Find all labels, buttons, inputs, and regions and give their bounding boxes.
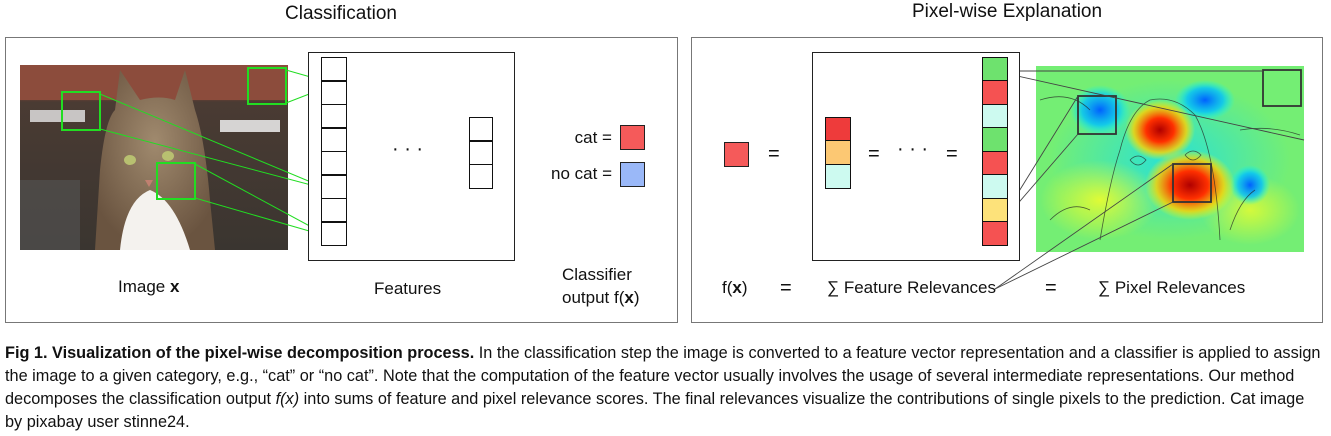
relevance-cell bbox=[825, 163, 851, 189]
image-label: Image x bbox=[118, 277, 179, 297]
feature-cell bbox=[321, 80, 347, 105]
relevance-cell bbox=[982, 80, 1008, 105]
explanation-title: Pixel-wise Explanation bbox=[911, 1, 1103, 22]
caption-formula: f(x) bbox=[275, 390, 300, 408]
feature-cell bbox=[321, 174, 347, 199]
feature-cell bbox=[321, 197, 347, 223]
output-relevance-square bbox=[724, 142, 749, 167]
feature-vector bbox=[321, 56, 347, 246]
relevance-cell bbox=[982, 221, 1008, 246]
relevance-cell bbox=[825, 116, 851, 142]
cat-output-square bbox=[620, 125, 645, 150]
equals-sign: = bbox=[768, 143, 780, 165]
equals-sign: = bbox=[780, 277, 792, 299]
fx-var: x bbox=[732, 278, 742, 297]
classification-panel bbox=[5, 37, 678, 323]
image-label-var: x bbox=[169, 277, 180, 296]
relevance-cell bbox=[825, 140, 851, 165]
relevance-lines bbox=[994, 70, 1305, 290]
pixel-relevances-sum: ∑ Pixel Relevances bbox=[1098, 278, 1246, 297]
caption-text-end: into sums of feature and pixel relevance… bbox=[5, 390, 1305, 431]
cat-image bbox=[20, 65, 288, 250]
classifier-label-text: output f( bbox=[562, 288, 625, 307]
fx-text: f( bbox=[722, 278, 733, 297]
explanation-panel bbox=[691, 37, 1323, 323]
classifier-label-line1: Classifier bbox=[562, 265, 632, 284]
feature-cell bbox=[321, 127, 347, 152]
caption-title: Fig 1. Visualization of the pixel-wise d… bbox=[5, 344, 475, 362]
feature-cell bbox=[469, 163, 493, 189]
feature-cell bbox=[321, 150, 347, 176]
ellipsis: · · · bbox=[392, 138, 424, 160]
intermediate-relevance-vector bbox=[825, 116, 851, 189]
features-box bbox=[308, 52, 515, 261]
classification-title: Classification bbox=[285, 3, 397, 24]
feature-relevances-sum: ∑ Feature Relevances bbox=[827, 278, 996, 297]
fx-end: ) bbox=[741, 278, 748, 297]
feature-cell bbox=[469, 116, 493, 142]
cat-label: cat = bbox=[574, 128, 612, 147]
relevance-cell bbox=[982, 174, 1008, 199]
fx-label: f(x) bbox=[722, 278, 748, 298]
classifier-label-var: x bbox=[624, 288, 634, 307]
no-cat-label: no cat = bbox=[551, 164, 612, 183]
feature-cell bbox=[321, 103, 347, 129]
caption-text: In the classification step the image is … bbox=[5, 344, 1321, 408]
equals-sign: = bbox=[946, 143, 958, 165]
image-label-text: Image bbox=[118, 277, 166, 296]
equals-sign: = bbox=[868, 143, 880, 165]
relevance-cell bbox=[982, 197, 1008, 223]
relevance-cell bbox=[982, 127, 1008, 152]
classifier-label-end: ) bbox=[633, 288, 640, 307]
equals-sign: = bbox=[1045, 277, 1057, 299]
intermediate-vector bbox=[469, 116, 493, 189]
feature-cell bbox=[321, 56, 347, 82]
no-cat-output-square bbox=[620, 162, 645, 187]
classifier-label-line2: output f(x) bbox=[562, 288, 640, 308]
relevance-cell bbox=[982, 103, 1008, 129]
feature-relevance-vector bbox=[982, 56, 1008, 246]
feature-cell bbox=[469, 140, 493, 165]
highlight-boxes bbox=[61, 67, 287, 200]
feature-cell bbox=[321, 221, 347, 246]
features-label: Features bbox=[374, 279, 442, 298]
relevance-heatmap bbox=[1036, 66, 1304, 252]
ellipsis: · · · bbox=[897, 138, 929, 160]
relevance-cell bbox=[982, 56, 1008, 82]
figure-caption: Fig 1. Visualization of the pixel-wise d… bbox=[5, 342, 1325, 434]
relevance-cell bbox=[982, 150, 1008, 176]
heatmap-boxes bbox=[1077, 69, 1302, 203]
